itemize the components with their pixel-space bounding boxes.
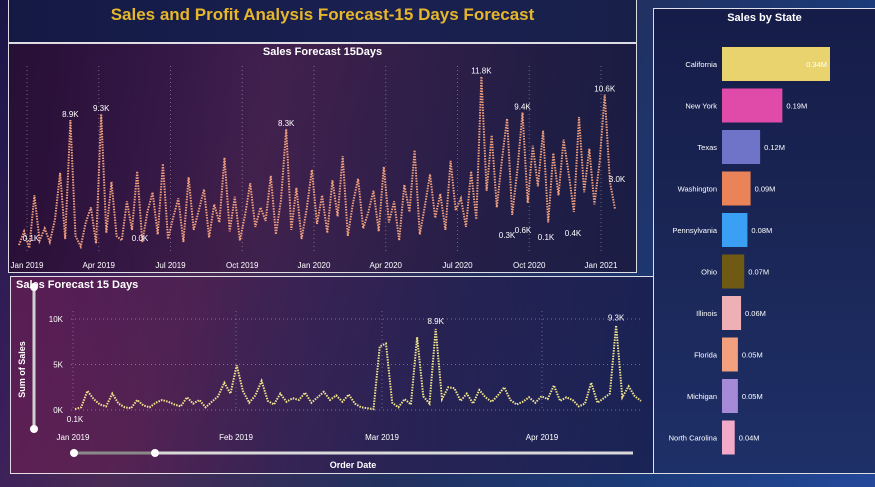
x-tick-label: Apr 2019 (526, 433, 559, 442)
bottom-chart-svg: 10K 5K 0K Jan 2019 Feb 2019 Mar 2019 Apr 2019 8… (17, 283, 642, 470)
bar-value-label: 0.06M (745, 309, 766, 318)
y-range-slider-handle[interactable] (30, 425, 38, 433)
x-tick-label: Oct 2019 (226, 261, 259, 270)
state-bar (722, 130, 761, 164)
x-tick-label: Apr 2020 (370, 261, 403, 270)
bar-value-label: 0.12M (764, 143, 785, 152)
state-chart-svg: California 0.34M New York 0.19M Texas 0.12M Wa… (669, 47, 830, 455)
state-bar (722, 337, 738, 372)
chart-title: Sales by State (727, 12, 802, 24)
state-bar-chart: Sales by State California 0.34M New York 0.… (653, 8, 875, 474)
sales-series-line (74, 325, 642, 411)
x-axis-title: Order Date (330, 460, 377, 470)
bar-value-label: 0.34M (806, 60, 827, 69)
data-label: 0.0K (132, 234, 149, 243)
state-bar (722, 296, 742, 330)
state-bar (722, 420, 735, 455)
state-label: California (685, 60, 718, 69)
page-title: Sales and Profit Analysis Forecast-15 Da… (110, 5, 535, 24)
state-label: Washington (678, 185, 717, 194)
y-tick-label: 10K (49, 315, 64, 324)
bar-value-label: 0.05M (742, 351, 763, 360)
y-range-slider-handle[interactable] (30, 283, 38, 291)
state-bar (722, 171, 751, 206)
state-label: North Carolina (669, 434, 718, 443)
state-label: Illinois (696, 309, 717, 318)
y-axis-title: Sum of Sales (17, 341, 27, 398)
x-tick-label: Jan 2020 (298, 261, 331, 270)
bottom-forecast-chart: Sales Forecast 15 Days 10K 5K 0K Jan 2019 Fe… (10, 276, 654, 474)
bar-value-label: 0.08M (751, 226, 772, 235)
data-label: 9.3K (608, 313, 625, 322)
chart-title: Sales Forecast 15Days (262, 46, 383, 58)
x-range-slider-handle[interactable] (70, 449, 78, 457)
x-tick-label: Jul 2020 (442, 261, 473, 270)
state-bar (722, 47, 830, 81)
chart-title: Sales Forecast 15 Days (16, 279, 139, 291)
state-bar (722, 379, 738, 413)
data-label: 8.3K (278, 119, 295, 128)
state-bar (722, 88, 783, 123)
data-label: 8.9K (62, 110, 79, 119)
data-label: 0.1K (538, 233, 555, 242)
state-bar (722, 213, 748, 247)
data-label: 9.4K (514, 103, 531, 112)
x-tick-label: Mar 2019 (365, 433, 399, 442)
state-label: Michigan (687, 392, 717, 401)
data-label: 9.3K (93, 104, 110, 113)
data-label: 10.6K (594, 85, 616, 94)
data-label: 11.8K (471, 67, 492, 76)
state-label: Ohio (701, 268, 717, 277)
data-label: 0.3K (499, 231, 516, 240)
data-label: 0.4K (565, 229, 582, 238)
data-label: 0.1K (23, 234, 40, 243)
bar-value-label: 0.05M (742, 392, 763, 401)
title-panel: Sales and Profit Analysis Forecast-15 Da… (8, 0, 637, 43)
state-bar (722, 254, 745, 289)
data-label: 0.1K (67, 415, 84, 424)
data-label: 0.6K (515, 226, 532, 235)
x-range-slider-handle[interactable] (151, 449, 159, 457)
data-label: 3.0K (609, 175, 626, 184)
state-label: Florida (694, 351, 718, 360)
bar-value-label: 0.09M (755, 185, 776, 194)
top-chart-svg: Jan 2019 Apr 2019 Jul 2019 Oct 2019 Jan 2020… (11, 66, 626, 270)
x-tick-label: Apr 2019 (83, 261, 116, 270)
y-tick-label: 0K (53, 406, 63, 415)
state-label: Pennsylvania (672, 226, 717, 235)
bar-value-label: 0.04M (739, 434, 760, 443)
x-tick-label: Feb 2019 (219, 433, 253, 442)
y-tick-label: 5K (53, 361, 63, 370)
x-tick-label: Jan 2019 (11, 261, 44, 270)
x-tick-label: Jan 2019 (57, 433, 90, 442)
state-label: Texas (697, 143, 717, 152)
x-tick-label: Oct 2020 (513, 261, 546, 270)
x-tick-label: Jan 2021 (585, 261, 618, 270)
top-forecast-chart: Sales Forecast 15Days Jan 2019 Apr 2019 Ju… (8, 43, 637, 273)
bar-value-label: 0.07M (748, 268, 769, 277)
sales-series-line (18, 76, 616, 250)
state-label: New York (685, 102, 717, 111)
data-label: 8.9K (428, 317, 445, 326)
x-tick-label: Jul 2019 (155, 261, 186, 270)
bar-value-label: 0.19M (786, 102, 807, 111)
